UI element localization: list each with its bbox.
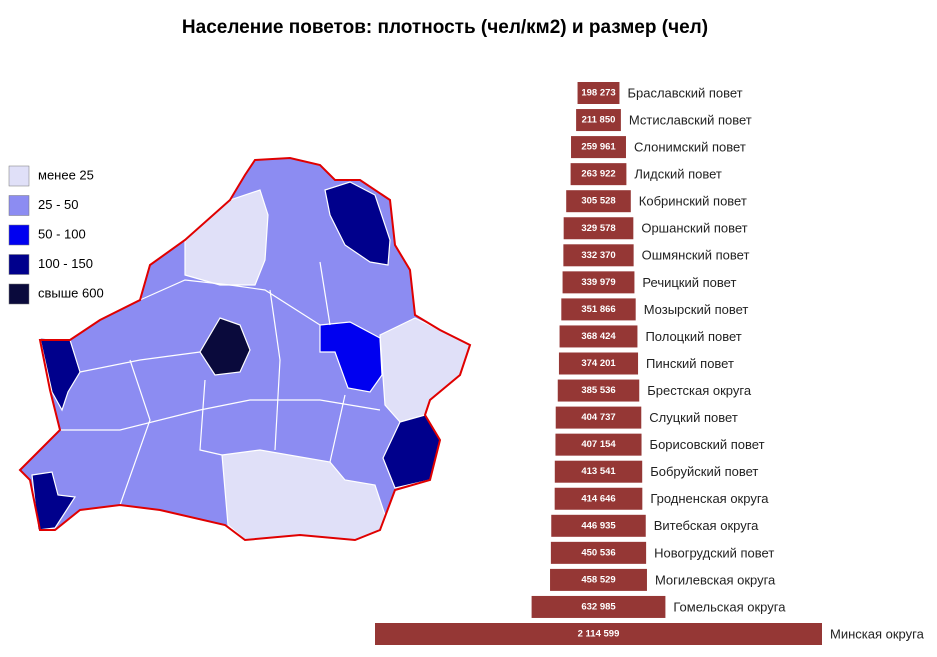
bar: [562, 271, 635, 294]
map-region: [319, 321, 383, 393]
value-label: 2 114 599: [578, 629, 620, 640]
legend-label: 25 - 50: [38, 197, 78, 212]
value-label: 632 985: [581, 601, 616, 612]
category-label: Слуцкий повет: [649, 410, 738, 425]
bar: [577, 82, 620, 104]
category-label: Лидский повет: [634, 167, 722, 182]
chart-title: Население поветов: плотность (чел/км2) и…: [182, 17, 708, 38]
bar: [561, 298, 636, 321]
bar: [551, 514, 646, 537]
value-label: 351 866: [581, 304, 615, 315]
value-label: 450 536: [581, 547, 615, 558]
value-label: 211 850: [582, 115, 616, 126]
map-region: [324, 181, 391, 266]
category-label: Браславский повет: [627, 85, 742, 100]
category-label: Бобруйский повет: [650, 464, 758, 479]
category-label: Мозырский повет: [644, 302, 749, 317]
legend-swatch: [8, 195, 30, 216]
bar: [375, 623, 822, 645]
category-label: Гродненская округа: [650, 491, 769, 506]
value-label: 263 922: [581, 169, 615, 180]
bar: [557, 379, 640, 402]
bar: [576, 109, 621, 132]
bar: [555, 406, 642, 429]
value-label: 414 646: [581, 493, 615, 504]
bar: [558, 352, 639, 375]
category-label: Борисовский повет: [650, 437, 765, 452]
category-label: Витебская округа: [654, 518, 759, 533]
value-label: 385 536: [581, 385, 615, 396]
bar: [554, 460, 643, 483]
category-label: Слонимский повет: [634, 140, 746, 155]
value-label: 305 528: [581, 196, 615, 207]
bar: [555, 433, 642, 456]
bar: [554, 487, 643, 510]
value-label: 259 961: [581, 142, 616, 153]
bar: [550, 568, 647, 591]
legend-label: свыше 600: [38, 285, 104, 300]
legend-swatch: [8, 165, 30, 187]
value-label: 329 578: [581, 223, 615, 234]
bar: [550, 541, 647, 564]
value-label: 404 737: [581, 412, 615, 423]
bar: [570, 163, 627, 186]
legend-swatch: [8, 254, 30, 275]
value-label: 458 529: [581, 574, 615, 585]
legend-label: 50 - 100: [38, 226, 86, 241]
category-label: Пинский повет: [646, 356, 734, 371]
map-border: [18, 156, 472, 542]
map-region: [31, 471, 77, 531]
value-label: 368 424: [581, 331, 616, 342]
category-label: Новогрудский повет: [654, 545, 774, 560]
value-label: 198 273: [581, 88, 615, 99]
bar: [563, 244, 634, 267]
category-label: Брестская округа: [647, 383, 752, 398]
value-label: 374 201: [581, 358, 616, 369]
value-label: 339 979: [581, 277, 615, 288]
bar: [531, 595, 666, 618]
category-label: Полоцкий повет: [645, 329, 741, 344]
bar: [563, 217, 634, 240]
value-label: 332 370: [581, 250, 615, 261]
bar: [566, 190, 631, 213]
category-label: Гомельская округа: [673, 599, 786, 614]
map-region: [379, 317, 471, 423]
legend-label: 100 - 150: [38, 256, 93, 271]
legend-label: менее 25: [38, 167, 94, 182]
category-label: Могилевская округа: [655, 572, 776, 587]
legend-swatch: [8, 224, 30, 246]
map-region: [184, 189, 269, 286]
value-label: 413 541: [581, 466, 616, 477]
value-label: 446 935: [581, 520, 616, 531]
category-label: Ошмянский повет: [642, 248, 750, 263]
category-label: Речицкий повет: [642, 275, 736, 290]
value-label: 407 154: [581, 439, 616, 450]
category-label: Мстиславский повет: [629, 112, 752, 127]
category-label: Минская округа: [830, 626, 925, 641]
map: [18, 156, 472, 542]
legend-swatch: [8, 283, 30, 305]
bar: [559, 325, 638, 348]
bar: [571, 136, 626, 159]
category-label: Оршанский повет: [641, 221, 747, 236]
category-label: Кобринский повет: [639, 194, 747, 209]
